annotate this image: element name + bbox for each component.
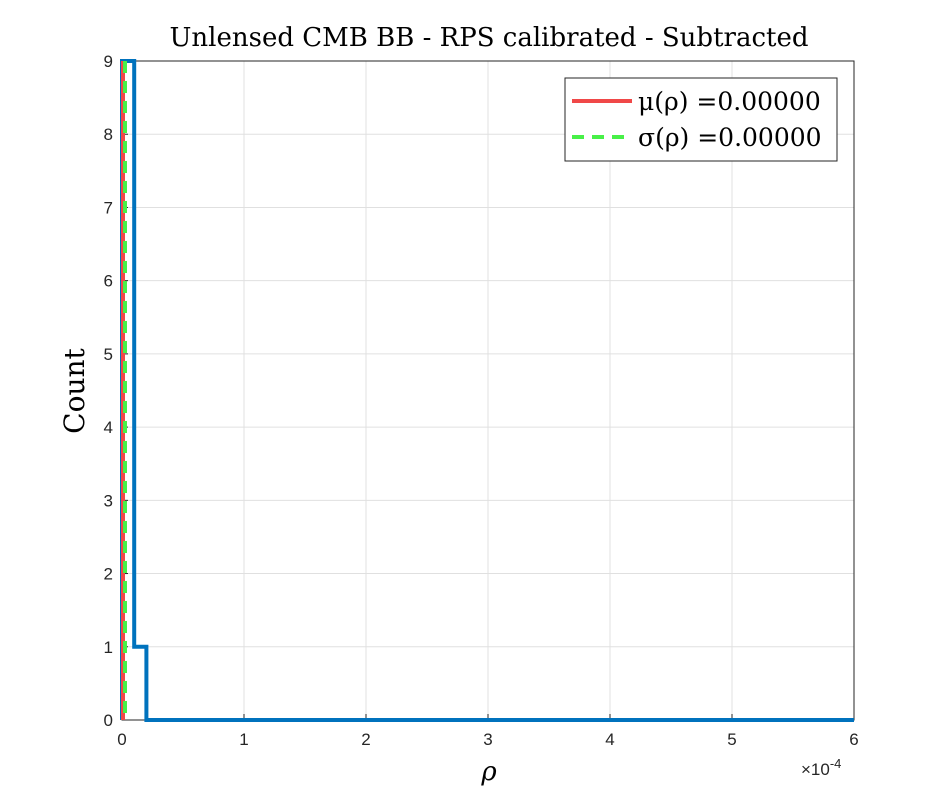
y-tick-label: 4 [104, 418, 113, 437]
x-exponent-label: ×10-4 [801, 756, 841, 779]
x-tick-label: 2 [361, 730, 370, 749]
y-tick-label: 8 [104, 125, 113, 144]
y-tick-labels: 0 1 2 3 4 5 6 7 8 9 [104, 52, 113, 730]
y-axis-label: Count [58, 347, 91, 433]
x-exponent-power: -4 [830, 756, 842, 771]
x-tick-label: 6 [849, 730, 858, 749]
y-tick-label: 7 [104, 198, 113, 217]
y-tick-label: 6 [104, 272, 113, 291]
plot-area [120, 59, 854, 722]
x-tick-label: 5 [727, 730, 736, 749]
legend-label-sigma: σ(ρ) =0.00000 [638, 123, 822, 152]
x-axis-label: ρ [480, 757, 497, 787]
legend-label-mu: μ(ρ) =0.00000 [638, 87, 821, 116]
y-tick-label: 5 [104, 345, 113, 364]
x-tick-label: 4 [605, 730, 614, 749]
chart-title: Unlensed CMB BB - RPS calibrated - Subtr… [170, 23, 809, 53]
x-tick-label: 0 [117, 730, 126, 749]
y-tick-label: 1 [104, 638, 113, 657]
x-exponent-base: ×10 [801, 760, 830, 779]
y-tick-label: 3 [104, 491, 113, 510]
x-tick-labels: 0 1 2 3 4 5 6 [117, 730, 858, 749]
legend-box [564, 77, 838, 162]
y-tick-label: 2 [104, 565, 113, 584]
x-tick-label: 3 [483, 730, 492, 749]
legend: μ(ρ) =0.00000 σ(ρ) =0.00000 [564, 77, 838, 162]
y-tick-label: 9 [104, 52, 113, 71]
x-tick-label: 1 [239, 730, 248, 749]
y-tick-label: 0 [104, 711, 113, 730]
